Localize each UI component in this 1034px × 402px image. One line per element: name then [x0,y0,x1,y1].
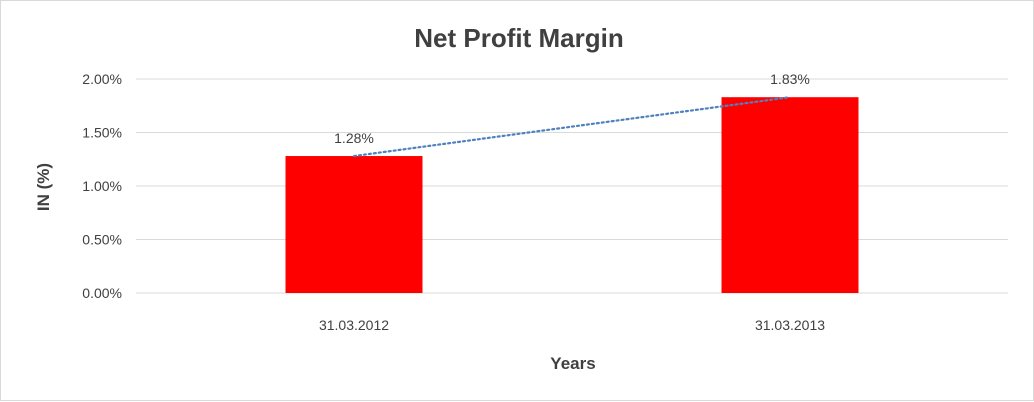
trendline-line [352,96,792,158]
x-tick-label: 31.03.2012 [319,317,389,333]
gridlines [136,78,1008,294]
bar [285,156,423,293]
bar [721,97,859,293]
y-tick-label: 2.00% [82,71,122,87]
y-tick-label: 1.50% [82,125,122,141]
y-axis-title: IN (%) [34,163,53,211]
data-label: 1.28% [334,130,374,146]
y-tick-label: 0.50% [82,232,122,248]
data-labels: 1.28% 1.83% [334,71,810,146]
chart-title: Net Profit Margin [414,23,623,53]
y-tick-label: 0.00% [82,285,122,301]
x-axis-tick-labels: 31.03.2012 31.03.2013 [319,317,825,333]
trendline [352,96,792,158]
bars [285,97,859,293]
data-label: 1.83% [770,71,810,87]
y-tick-label: 1.00% [82,178,122,194]
x-axis-title: Years [550,354,595,373]
x-tick-label: 31.03.2013 [755,317,825,333]
y-axis-tick-labels: 0.00% 0.50% 1.00% 1.50% 2.00% [82,71,122,301]
